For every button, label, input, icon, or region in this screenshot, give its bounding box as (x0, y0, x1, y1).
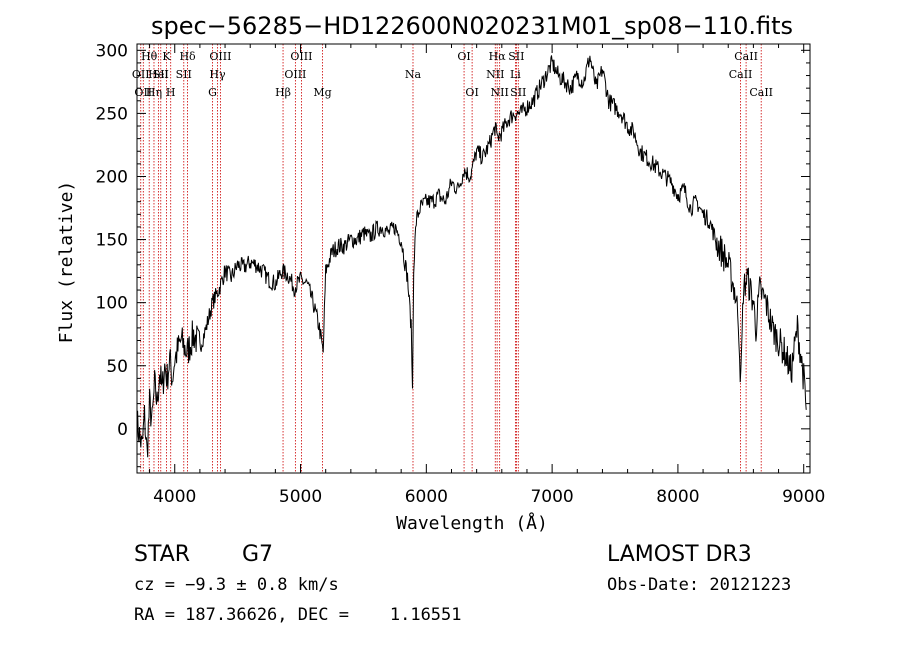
line-label-12: OIII (209, 50, 231, 63)
y-axis-label: Flux (relative) (56, 181, 77, 344)
chart-title: spec−56285−HD122600N020231M01_sp08−110.f… (151, 12, 793, 40)
object-subclass: G7 (242, 542, 273, 567)
spectrum-series-line (136, 55, 807, 458)
x-tick-label-4: 8000 (656, 487, 699, 507)
line-label-1: OII (134, 86, 152, 99)
line-label-6: K (162, 50, 171, 63)
line-label-9: Hδ (179, 50, 196, 63)
line-label-28: CaII (749, 86, 773, 99)
y-tick-label-5: 250 (96, 104, 128, 124)
y-axis-ticks: 0 50 100 150 200 250 300 (96, 41, 810, 468)
y-tick-label-0: 0 (117, 420, 128, 440)
x-axis-label: Wavelength (Å) (396, 512, 548, 534)
x-tick-label-1: 5000 (279, 487, 322, 507)
line-label-25: SII (510, 86, 526, 99)
line-label-13: Hβ (275, 86, 291, 99)
line-label-24: SII (508, 50, 524, 63)
line-label-14: OIII (284, 68, 306, 81)
line-label-5: SII (153, 68, 169, 81)
line-label-8: SII (176, 68, 192, 81)
observation-date: Obs-Date: 20121223 (607, 575, 791, 595)
line-label-2: Hθ (141, 50, 158, 63)
line-label-23: Li (510, 68, 521, 81)
line-label-10: G (208, 86, 217, 99)
line-label-21: Hα (489, 50, 507, 63)
line-label-22: NII (491, 86, 509, 99)
line-label-16: Mg (313, 86, 331, 99)
line-label-18: OI (457, 50, 470, 63)
line-label-26: CaII (729, 68, 753, 81)
x-tick-label-0: 4000 (153, 487, 196, 507)
line-label-11: Hγ (209, 68, 226, 81)
line-label-7: H (166, 86, 176, 99)
y-tick-label-4: 200 (96, 167, 128, 187)
y-tick-label-2: 100 (96, 294, 128, 314)
survey-name: LAMOST DR3 (607, 542, 752, 567)
y-tick-label-3: 150 (96, 231, 128, 251)
line-label-19: OI (465, 86, 478, 99)
object-class: STAR (134, 542, 190, 567)
spectral-line-markers (140, 44, 762, 473)
coordinates: RA = 187.36626, DEC = 1.16551 (134, 605, 462, 625)
spectral-line-labels: OIIOIIHθHηHeISIIKHSIIHδGHγOIIIHβOIIIOIII… (132, 50, 773, 99)
line-label-27: CaII (734, 50, 758, 63)
y-tick-label-6: 300 (96, 41, 128, 61)
x-tick-label-2: 6000 (405, 487, 448, 507)
line-label-0: OII (132, 68, 150, 81)
line-label-3: Hη (146, 86, 162, 99)
line-label-15: OIII (290, 50, 312, 63)
x-tick-label-5: 9000 (782, 487, 825, 507)
line-label-20: NII (486, 68, 504, 81)
line-label-4: HeI (148, 68, 168, 81)
x-tick-label-3: 7000 (530, 487, 573, 507)
plot-frame (136, 43, 811, 474)
redshift-cz: cz = −9.3 ± 0.8 km/s (134, 575, 339, 595)
line-label-17: Na (405, 68, 422, 81)
x-axis-ticks: 4000 5000 6000 7000 8000 9000 (149, 44, 825, 507)
y-tick-label-1: 50 (106, 357, 128, 377)
